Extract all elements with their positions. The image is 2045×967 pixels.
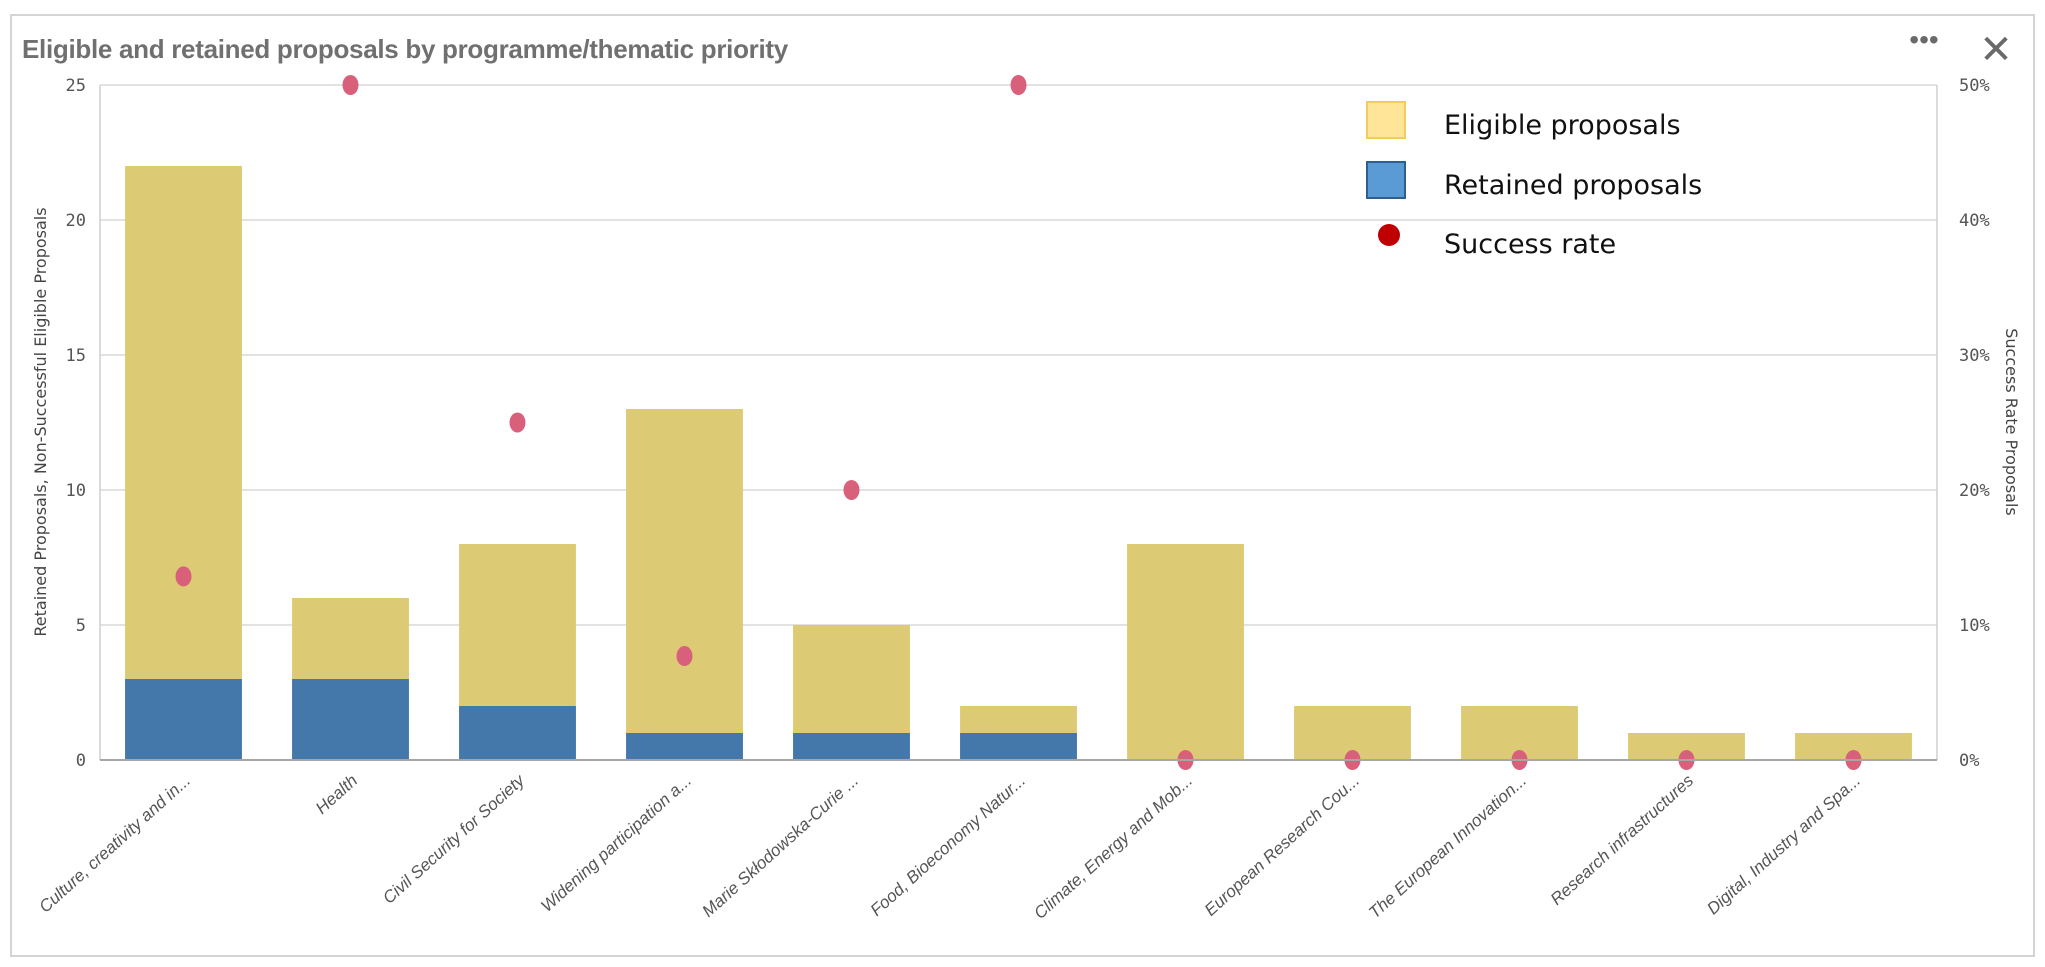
legend: Eligible proposals Retained proposals Succ… [1366,101,1702,260]
bar-retained [292,679,409,760]
bar-eligible [960,706,1077,733]
bar-eligible [793,625,910,733]
success-rate-point [342,75,359,95]
more-horizontal-icon[interactable]: ••• [1909,24,1939,55]
legend-label: Retained proposals [1444,170,1702,201]
chart-panel [10,14,2035,957]
success-rate-point [175,566,192,587]
category-labels: Culture, creativity and in... Health Civil… [35,770,1864,923]
bar-eligible [292,598,409,679]
y-tick-label: 5 [76,616,86,636]
category-label: Climate, Energy and Mob... [1030,771,1196,923]
y-tick-label: 15 [66,346,86,366]
bar-eligible [1127,544,1244,760]
category-label: Widening participation a... [537,771,695,916]
category-label: Marie Skłodowska-Curie ... [699,771,863,921]
category-label: Food, Bioeconomy Natur... [867,771,1030,920]
success-rate-point [509,412,526,433]
gridlines [100,84,1937,626]
legend-label: Eligible proposals [1444,110,1681,141]
bar-eligible [459,544,576,706]
bar-retained [793,733,910,760]
left-axis-title: Retained Proposals, Non-Successful Eligi… [31,207,50,636]
success-rate-point [676,646,693,667]
y-tick-label: 0 [76,751,86,771]
y2-tick-label: 0% [1959,751,1979,771]
category-label: Culture, creativity and in... [35,771,194,917]
y-tick-label: 20 [66,211,86,231]
right-axis-title: Success Rate Proposals [2002,328,2021,516]
left-axis-ticks: 0 5 10 15 20 25 [66,76,86,771]
bar-eligible [125,166,242,679]
bar-retained [626,733,743,760]
y-tick-label: 10 [66,481,86,501]
legend-swatch [1366,161,1406,199]
legend-label: Success rate [1444,229,1616,260]
success-rate-series [175,75,1862,770]
y2-tick-label: 50% [1959,76,1990,96]
success-rate-point [1010,75,1027,95]
category-label: Research infrastructures [1547,771,1698,909]
bar-retained [960,733,1077,760]
success-rate-point [843,480,860,500]
bar-retained [459,706,576,760]
category-label: Digital, Industry and Spa... [1703,771,1864,919]
category-label: Civil Security for Society [379,770,529,908]
bar-retained [125,679,242,760]
category-label: The European Innovation... [1365,771,1530,922]
y2-tick-label: 20% [1959,481,1990,501]
y2-tick-label: 10% [1959,616,1990,636]
axes [99,85,1938,761]
y-tick-label: 25 [66,76,86,96]
legend-swatch [1378,224,1400,246]
y2-tick-label: 30% [1959,346,1990,366]
chart-title: Eligible and retained proposals by progr… [22,34,788,64]
y2-tick-label: 40% [1959,211,1990,231]
category-label: European Research Cou... [1201,771,1363,920]
close-icon[interactable]: ✕ [1979,28,2013,72]
category-label: Health [312,771,361,818]
bar-eligible [626,409,743,733]
legend-swatch [1366,101,1406,139]
right-axis-ticks: 0% 10% 20% 30% 40% 50% [1959,76,1990,771]
bar-series [125,166,1912,760]
